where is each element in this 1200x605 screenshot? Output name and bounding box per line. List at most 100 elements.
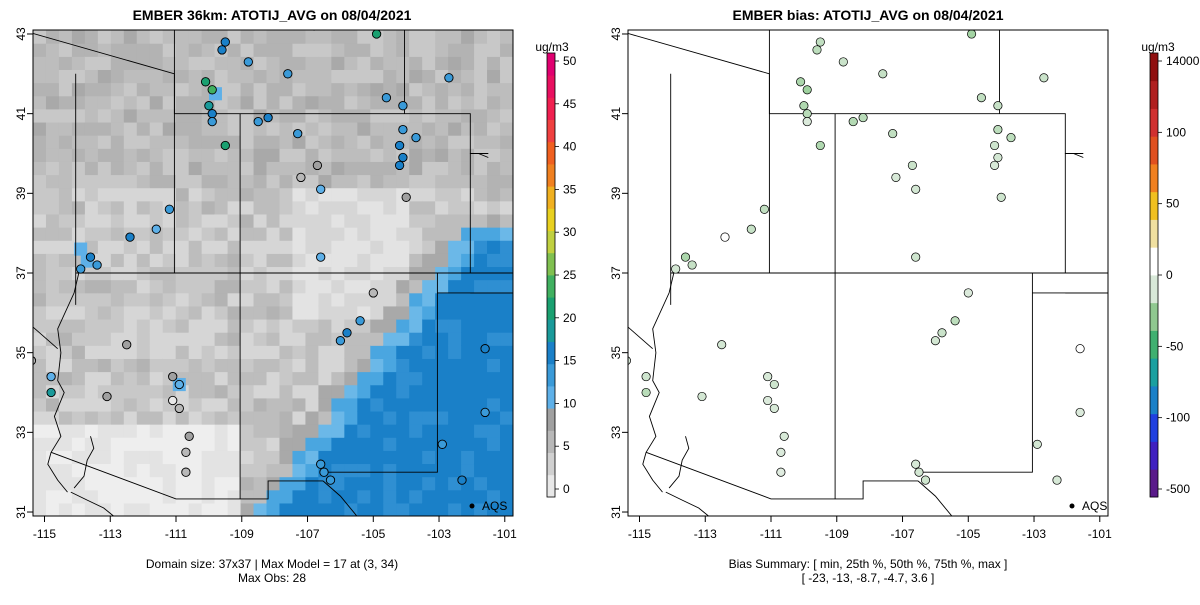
grid-cell xyxy=(240,69,255,84)
grid-cell xyxy=(201,279,216,294)
grid-cell xyxy=(33,384,47,399)
bias-marker xyxy=(914,467,924,477)
site-marker xyxy=(398,101,408,111)
bias-marker xyxy=(858,113,868,123)
grid-cell xyxy=(266,489,281,504)
grid-cell xyxy=(448,437,462,451)
colorbar-tick-label: 40 xyxy=(563,140,577,154)
colorbar-swatch xyxy=(1150,302,1158,331)
grid-cell xyxy=(474,476,488,491)
grid-cell xyxy=(500,424,513,438)
grid-cell xyxy=(474,489,488,504)
grid-cell xyxy=(357,161,371,176)
grid-cell xyxy=(188,253,203,268)
grid-cell xyxy=(461,43,475,57)
grid-cell xyxy=(266,476,281,491)
grid-cell xyxy=(136,82,151,97)
grid-cell xyxy=(33,489,47,504)
grid-cell xyxy=(461,371,475,386)
site-marker xyxy=(437,439,447,449)
y-tick-label: 35 xyxy=(609,346,623,360)
grid-cell xyxy=(279,437,294,451)
grid-cell xyxy=(175,200,190,215)
grid-cell xyxy=(227,450,242,465)
grid-cell xyxy=(58,450,73,465)
grid-cell xyxy=(136,476,151,491)
bias-marker xyxy=(720,232,730,242)
grid-cell xyxy=(162,135,177,149)
grid-cell xyxy=(305,213,319,228)
grid-cell xyxy=(214,437,229,451)
colorbar-swatch xyxy=(547,141,555,165)
grid-cell xyxy=(396,410,410,425)
grid-cell xyxy=(500,292,513,307)
y-tick-label: 39 xyxy=(609,186,623,200)
grid-cell xyxy=(409,69,423,84)
grid-cell xyxy=(227,502,242,516)
grid-cell xyxy=(253,43,268,57)
grid-cell xyxy=(188,95,203,110)
left-colorbar: 0 5 10 15 20 25 30 35 40 45 50 xyxy=(546,52,577,498)
bias-marker xyxy=(1006,133,1016,143)
grid-cell xyxy=(253,187,268,202)
site-marker xyxy=(122,340,132,350)
grid-cell xyxy=(396,108,410,123)
grid-cell xyxy=(292,279,307,294)
grid-cell xyxy=(448,463,462,478)
grid-cell xyxy=(110,410,125,425)
grid-cell xyxy=(370,489,384,504)
grid-cell xyxy=(370,345,384,359)
y-tick-label: 33 xyxy=(14,425,28,439)
grid-cell xyxy=(331,410,345,425)
grid-cell xyxy=(162,345,177,359)
grid-cell xyxy=(318,292,332,307)
grid-cell xyxy=(344,463,358,478)
grid-cell xyxy=(71,121,86,136)
grid-cell xyxy=(214,305,229,320)
grid-cell xyxy=(422,69,436,84)
grid-cell xyxy=(33,43,47,57)
grid-cell xyxy=(487,279,501,294)
grid-cell xyxy=(357,108,371,123)
grid-cell xyxy=(71,489,86,504)
grid-cell xyxy=(279,502,294,516)
grid-cell xyxy=(110,318,125,333)
grid-cell xyxy=(409,345,423,359)
right-panel: EMBER bias: ATOTIJ_AVG on 08/04/2021 -11… xyxy=(609,7,1200,585)
grid-cell xyxy=(123,424,138,438)
grid-cell xyxy=(448,332,462,346)
grid-cell xyxy=(422,108,436,123)
grid-cell xyxy=(175,240,190,254)
grid-cell xyxy=(266,305,281,320)
grid-cell xyxy=(71,318,86,333)
grid-cell xyxy=(240,345,255,359)
grid-cell xyxy=(110,332,125,346)
grid-cell xyxy=(253,318,268,333)
grid-cell xyxy=(162,43,177,57)
grid-cell xyxy=(201,463,216,478)
grid-cell xyxy=(227,397,242,412)
grid-cell xyxy=(383,450,397,465)
grid-cell xyxy=(33,82,47,97)
bias-marker xyxy=(911,184,921,194)
grid-cell xyxy=(175,95,190,110)
grid-cell xyxy=(344,345,358,359)
grid-cell xyxy=(409,305,423,320)
grid-cell xyxy=(227,476,242,491)
grid-cell xyxy=(149,332,164,346)
colorbar-swatch xyxy=(547,452,555,476)
grid-cell xyxy=(461,121,475,136)
bias-marker xyxy=(680,252,691,262)
site-marker xyxy=(401,192,411,202)
grid-cell xyxy=(201,345,216,359)
colorbar-tick-label: 45 xyxy=(563,97,577,111)
grid-cell xyxy=(71,332,86,346)
grid-cell xyxy=(97,200,112,215)
bias-marker xyxy=(641,387,651,398)
grid-cell xyxy=(58,148,73,162)
site-marker xyxy=(283,69,293,79)
grid-cell xyxy=(253,489,268,504)
grid-cell xyxy=(97,358,112,373)
grid-cell xyxy=(175,489,190,504)
grid-cell xyxy=(110,279,125,294)
